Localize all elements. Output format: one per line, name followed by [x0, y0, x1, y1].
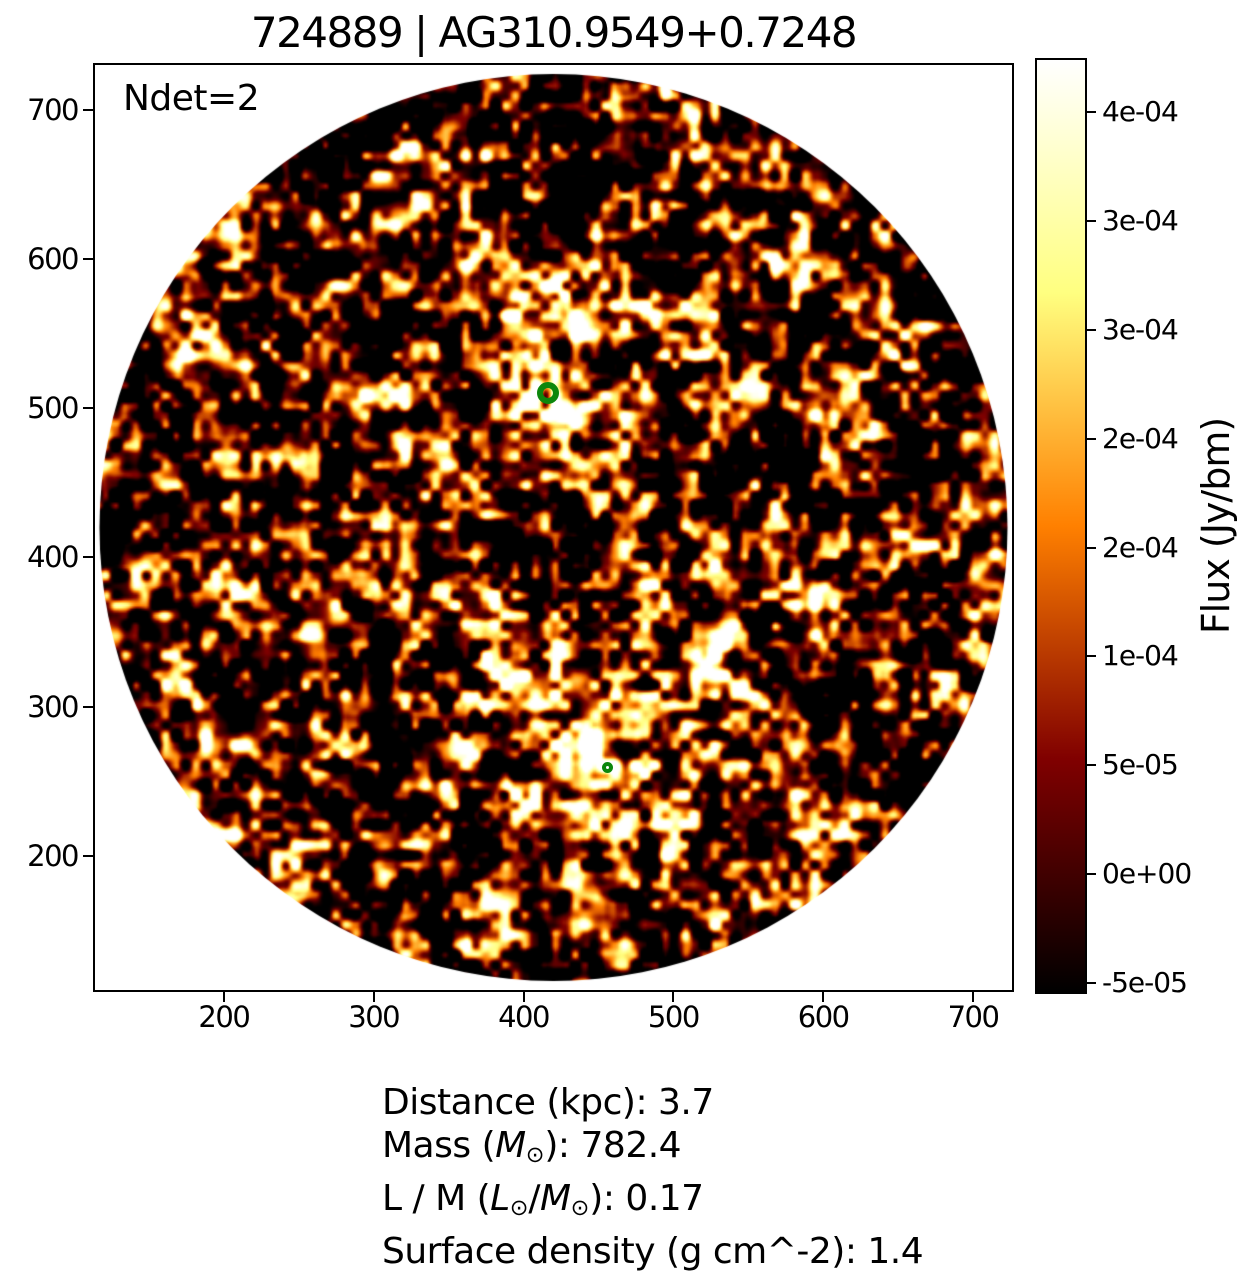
y-tick-mark	[83, 257, 93, 260]
y-tick-mark	[83, 556, 93, 559]
colorbar-tick-label: 1e-04	[1102, 639, 1179, 673]
x-tick-mark	[222, 992, 225, 1002]
colorbar-tick-mark	[1087, 655, 1096, 658]
colorbar-tick-label: 2e-04	[1102, 530, 1179, 564]
y-tick-mark	[83, 407, 93, 410]
info-line: Mass (M⊙): 782.4	[382, 1125, 682, 1168]
y-tick-label: 700	[27, 92, 79, 127]
y-tick-label: 200	[27, 838, 79, 873]
detection-marker	[536, 382, 559, 405]
x-tick-mark	[972, 992, 975, 1002]
x-tick-mark	[522, 992, 525, 1002]
colorbar-tick-label: 2e-04	[1102, 421, 1179, 455]
y-tick-label: 600	[27, 241, 79, 276]
ndet-annotation: Ndet=2	[123, 78, 260, 119]
colorbar-tick-mark	[1087, 546, 1096, 549]
x-tick-label: 700	[947, 1000, 1000, 1034]
colorbar-tick-mark	[1087, 437, 1096, 440]
info-line: L / M (L⊙/M⊙): 0.17	[382, 1177, 704, 1221]
info-line: Distance (kpc): 3.7	[382, 1082, 714, 1123]
flux-map-canvas	[95, 65, 1012, 990]
x-tick-label: 400	[498, 1000, 550, 1034]
colorbar-tick-label: 3e-04	[1102, 203, 1179, 237]
colorbar-tick-mark	[1087, 982, 1096, 985]
colorbar-label: Flux (Jy/bm)	[1194, 417, 1238, 635]
x-tick-label: 500	[647, 1000, 700, 1034]
x-tick-label: 300	[348, 1000, 400, 1034]
plot-area: Ndet=2	[93, 63, 1014, 992]
plot-title: 724889 | AG310.9549+0.7248	[250, 8, 858, 57]
colorbar-tick-label: -5e-05	[1102, 966, 1188, 1000]
y-tick-mark	[83, 705, 93, 708]
y-tick-label: 500	[27, 391, 79, 426]
x-tick-mark	[822, 992, 825, 1002]
colorbar-tick-mark	[1087, 873, 1096, 876]
colorbar-tick-label: 3e-04	[1102, 312, 1179, 346]
colorbar-gradient	[1037, 60, 1085, 992]
colorbar-tick-mark	[1087, 328, 1096, 331]
y-tick-label: 300	[27, 689, 79, 724]
info-text-block: Distance (kpc): 3.7 Mass (M⊙): 782.4 L / M…	[382, 1081, 924, 1273]
y-tick-mark	[83, 854, 93, 857]
y-tick-mark	[83, 108, 93, 111]
colorbar-tick-label: 5e-05	[1102, 748, 1179, 782]
x-tick-label: 200	[198, 1000, 250, 1034]
colorbar-tick-label: 4e-04	[1102, 95, 1179, 128]
detection-marker	[601, 762, 613, 774]
y-tick-label: 400	[27, 540, 79, 575]
x-tick-mark	[372, 992, 375, 1002]
colorbar-tick-mark	[1087, 111, 1096, 113]
info-line: Surface density (g cm^-2): 1.4	[382, 1230, 924, 1272]
x-tick-label: 600	[797, 1000, 850, 1034]
x-tick-mark	[672, 992, 675, 1002]
colorbar	[1035, 58, 1087, 994]
colorbar-tick-mark	[1087, 764, 1096, 767]
colorbar-tick-mark	[1087, 219, 1096, 222]
colorbar-tick-label: 0e+00	[1102, 857, 1192, 891]
